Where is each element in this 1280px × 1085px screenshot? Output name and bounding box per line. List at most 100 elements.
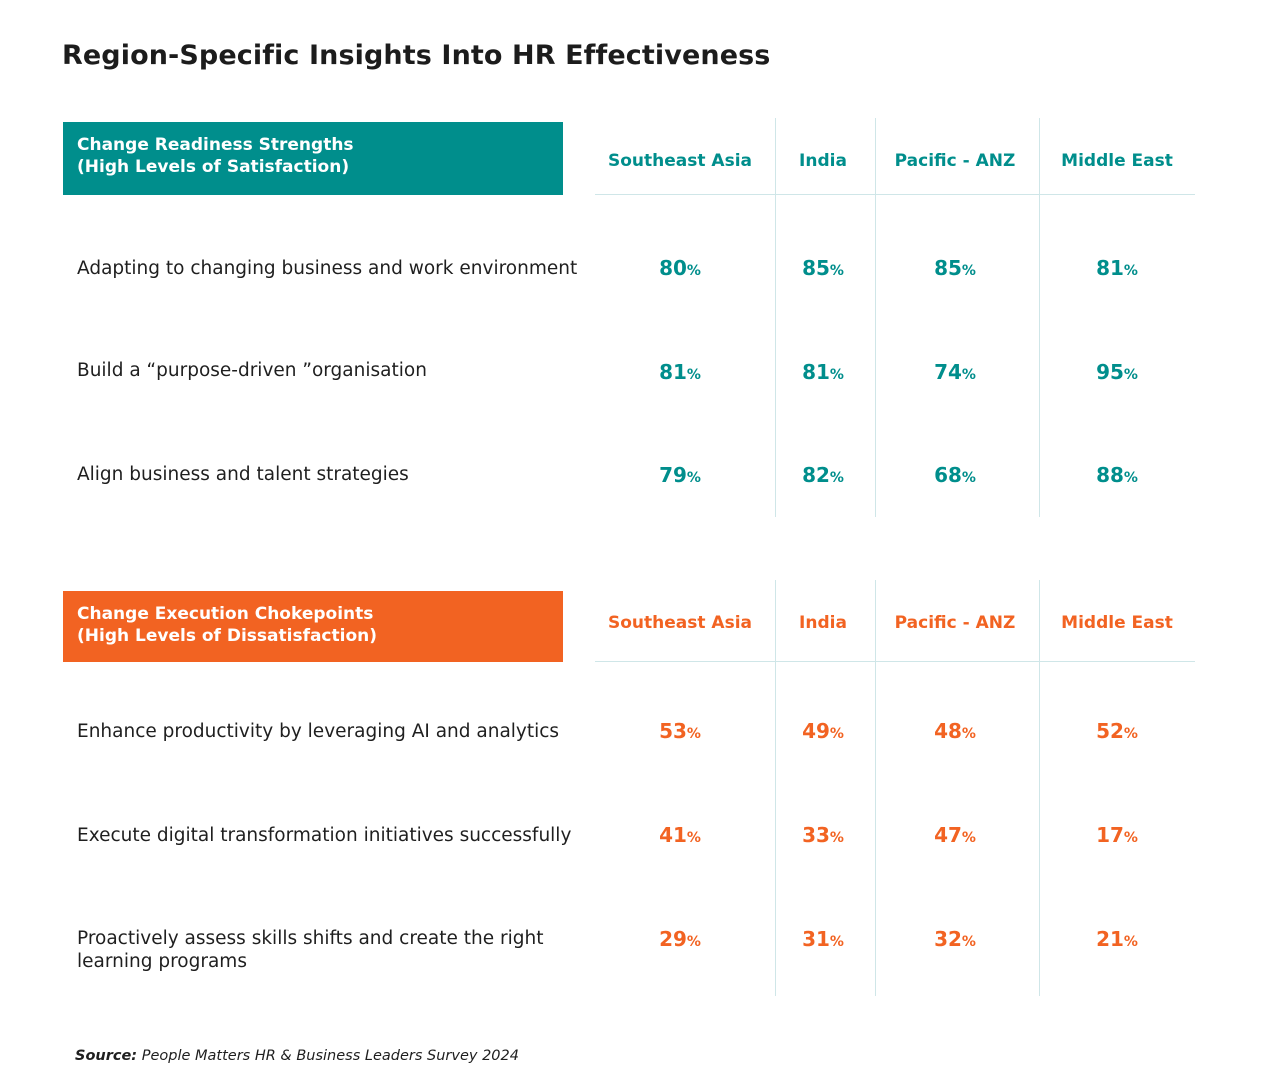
value-number: 82 (802, 463, 830, 487)
value-unit: % (829, 830, 844, 846)
value-number: 81 (659, 360, 687, 384)
value-unit: % (829, 263, 844, 279)
value-unit: % (1123, 367, 1138, 383)
column-header: India (799, 151, 847, 171)
value-unit: % (1123, 263, 1138, 279)
column-header: Southeast Asia (608, 613, 752, 633)
value-unit: % (961, 263, 976, 279)
data-value: 81% (1057, 256, 1177, 280)
value-unit: % (961, 830, 976, 846)
value-unit: % (1123, 830, 1138, 846)
value-number: 41 (659, 823, 687, 847)
source-label: Source: (75, 1048, 138, 1064)
row-label: Build a “purpose-driven ”organisation (77, 360, 427, 381)
column-header: Southeast Asia (608, 151, 752, 171)
data-value: 85% (895, 256, 1015, 280)
value-number: 53 (659, 719, 687, 743)
value-unit: % (686, 470, 701, 486)
column-divider (875, 118, 876, 517)
data-value: 17% (1057, 823, 1177, 847)
value-number: 48 (934, 719, 962, 743)
value-number: 74 (934, 360, 962, 384)
value-unit: % (686, 263, 701, 279)
header-divider (595, 194, 1195, 195)
value-number: 81 (1096, 256, 1124, 280)
data-value: 48% (895, 719, 1015, 743)
column-header: Pacific - ANZ (894, 151, 1016, 171)
row-label: Adapting to changing business and work e… (77, 258, 578, 279)
data-value: 81% (620, 360, 740, 384)
section-header: Change Readiness Strengths (High Levels o… (63, 122, 563, 195)
value-number: 85 (802, 256, 830, 280)
value-unit: % (961, 367, 976, 383)
value-unit: % (961, 726, 976, 742)
data-value: 47% (895, 823, 1015, 847)
data-value: 74% (895, 360, 1015, 384)
data-value: 21% (1057, 927, 1177, 951)
data-value: 31% (763, 927, 883, 951)
column-header: Pacific - ANZ (894, 613, 1016, 633)
data-value: 85% (763, 256, 883, 280)
value-unit: % (686, 367, 701, 383)
value-unit: % (961, 934, 976, 950)
value-number: 88 (1096, 463, 1124, 487)
row-label: Proactively assess skills shifts and cre… (77, 928, 544, 972)
data-value: 80% (620, 256, 740, 280)
value-unit: % (1123, 726, 1138, 742)
column-header: Middle East (1061, 613, 1173, 633)
value-number: 85 (934, 256, 962, 280)
value-unit: % (686, 934, 701, 950)
value-number: 17 (1096, 823, 1124, 847)
value-unit: % (1123, 934, 1138, 950)
value-unit: % (1123, 470, 1138, 486)
data-value: 41% (620, 823, 740, 847)
data-value: 52% (1057, 719, 1177, 743)
value-number: 68 (934, 463, 962, 487)
column-divider (775, 118, 776, 517)
section-header-line: (High Levels of Satisfaction) (77, 157, 350, 177)
value-number: 49 (802, 719, 830, 743)
column-divider (875, 580, 876, 996)
value-unit: % (686, 830, 701, 846)
row-label: Align business and talent strategies (77, 464, 409, 485)
value-unit: % (829, 726, 844, 742)
value-unit: % (829, 367, 844, 383)
data-value: 32% (895, 927, 1015, 951)
header-divider (595, 661, 1195, 662)
data-value: 95% (1057, 360, 1177, 384)
source-text: People Matters HR & Business Leaders Sur… (141, 1048, 519, 1064)
row-label: Enhance productivity by leveraging AI an… (77, 721, 560, 742)
data-value: 82% (763, 463, 883, 487)
source-note: Source: People Matters HR & Business Lea… (75, 1048, 519, 1064)
data-value: 53% (620, 719, 740, 743)
value-number: 95 (1096, 360, 1124, 384)
value-number: 81 (802, 360, 830, 384)
value-unit: % (829, 470, 844, 486)
section-header-line: Change Execution Chokepoints (77, 604, 374, 624)
value-number: 47 (934, 823, 962, 847)
section-header-line: Change Readiness Strengths (77, 135, 354, 155)
value-number: 31 (802, 927, 830, 951)
data-value: 49% (763, 719, 883, 743)
column-divider (775, 580, 776, 996)
value-number: 32 (934, 927, 962, 951)
value-number: 33 (802, 823, 830, 847)
column-divider (1039, 580, 1040, 996)
value-number: 52 (1096, 719, 1124, 743)
data-value: 79% (620, 463, 740, 487)
column-header: Middle East (1061, 151, 1173, 171)
column-divider (1039, 118, 1040, 517)
value-unit: % (686, 726, 701, 742)
value-number: 79 (659, 463, 687, 487)
value-number: 21 (1096, 927, 1124, 951)
section-header-line: (High Levels of Dissatisfaction) (77, 626, 378, 646)
data-value: 88% (1057, 463, 1177, 487)
value-number: 29 (659, 927, 687, 951)
value-unit: % (829, 934, 844, 950)
value-unit: % (961, 470, 976, 486)
data-value: 81% (763, 360, 883, 384)
section-header: Change Execution Chokepoints (High Levels… (63, 591, 563, 662)
data-value: 68% (895, 463, 1015, 487)
page-title: Region-Specific Insights Into HR Effecti… (62, 40, 771, 71)
column-header: India (799, 613, 847, 633)
